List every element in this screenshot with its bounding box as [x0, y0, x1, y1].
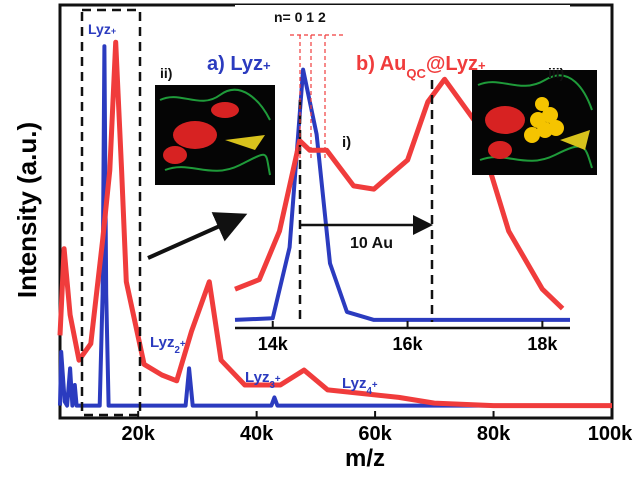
annotation-part: + — [111, 26, 116, 36]
annotation: a) Lyz+ — [207, 53, 271, 75]
annotation: Lyz2+ — [150, 334, 186, 356]
annotation-part: 4 — [366, 386, 372, 397]
series-line — [234, 67, 570, 322]
annotation: b) AuQC@Lyz+ — [356, 53, 486, 81]
protein-image — [472, 70, 597, 175]
annotation: Lyz+ — [88, 21, 116, 37]
annotation-part: n= 0 1 2 — [274, 9, 326, 25]
x-tick-label: 16k — [393, 334, 424, 354]
x-axis-label: m/z — [345, 445, 385, 472]
annotation-part: QC — [406, 66, 426, 81]
annotation-part: + — [263, 58, 271, 73]
annotation: i) — [342, 134, 351, 151]
x-tick-label: 100k — [588, 423, 633, 445]
annotation: Lyz3+ — [245, 369, 281, 391]
zoom-box — [80, 8, 142, 417]
x-tick-label: 40k — [240, 423, 274, 445]
protein-image — [155, 85, 275, 185]
x-tick-label: 20k — [121, 423, 155, 445]
annotation-part: Lyz — [150, 334, 174, 351]
zoom-arrow — [147, 212, 248, 260]
x-tick-label: 18k — [527, 334, 558, 354]
annotation: Lyz4+ — [342, 375, 378, 397]
series-line — [57, 39, 612, 409]
annotation-part: 10 Au — [350, 235, 393, 252]
x-tick-label: 14k — [258, 334, 289, 354]
annotation: ii) — [160, 65, 172, 81]
annotation-part: i) — [342, 134, 351, 151]
annotation-part: iii) — [548, 65, 564, 81]
annotation-part: b) Au — [356, 53, 406, 75]
x-tick-label: 80k — [477, 423, 511, 445]
annotation: 10 Au — [350, 235, 393, 252]
annotation: n= 0 1 2 — [274, 9, 326, 25]
annotation-part: + — [372, 380, 378, 391]
annotation-part: ii) — [160, 65, 172, 81]
series-line — [234, 76, 565, 311]
annotation-part: + — [478, 58, 486, 73]
series-line — [58, 44, 612, 408]
annotation-part: 2 — [174, 345, 180, 356]
annotation-part: + — [180, 339, 186, 350]
annotation: iii) — [548, 65, 564, 81]
y-axis-label: Intensity (a.u.) — [12, 122, 42, 298]
x-tick-label: 60k — [358, 423, 392, 445]
annotation-part: 3 — [269, 380, 275, 391]
annotation-part: Lyz — [245, 369, 269, 386]
annotation-part: + — [275, 374, 281, 385]
annotation-part: Lyz — [88, 21, 111, 37]
annotation-part: @Lyz — [426, 53, 478, 75]
n-markers — [290, 34, 345, 160]
annotation-part: a) Lyz — [207, 53, 263, 75]
annotation-part: Lyz — [342, 375, 366, 392]
